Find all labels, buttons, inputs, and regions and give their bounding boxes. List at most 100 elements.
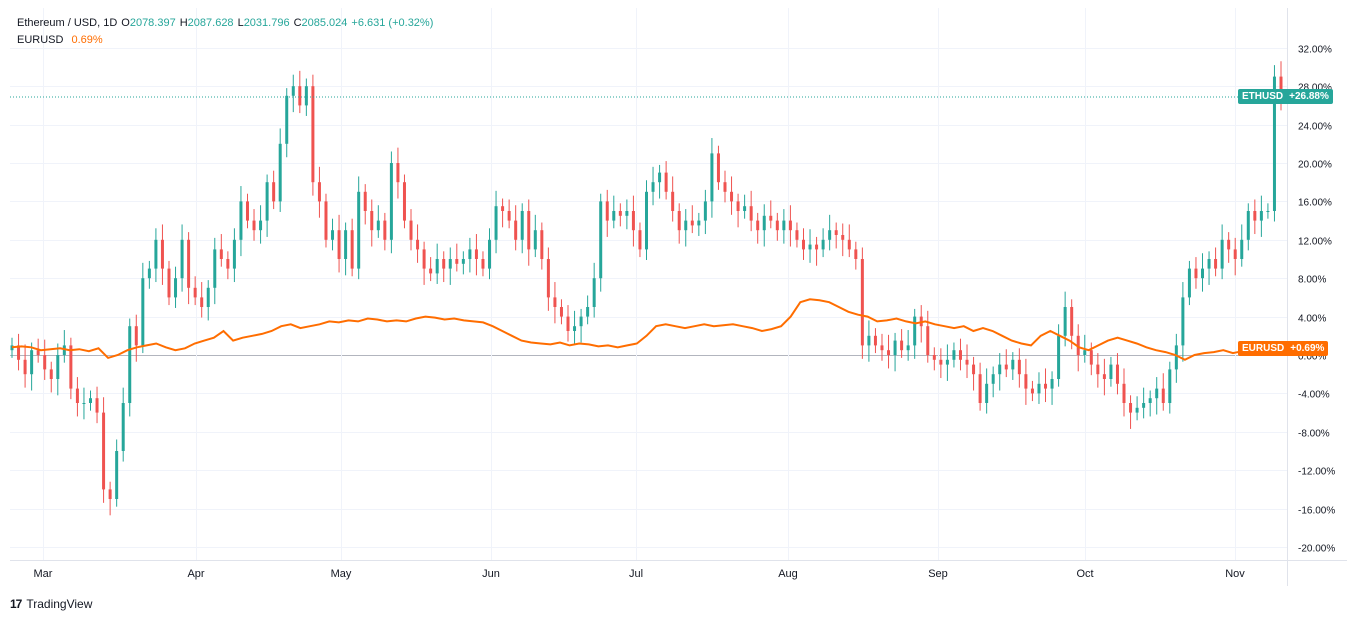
- candle-body: [788, 220, 792, 231]
- candle-body: [697, 220, 701, 226]
- candle-body: [376, 220, 380, 231]
- candle-body: [272, 182, 276, 202]
- candle-body: [1122, 383, 1126, 403]
- x-tick-label: May: [331, 568, 352, 580]
- candle-body: [206, 287, 210, 307]
- candle-body: [501, 206, 505, 211]
- candle-body: [1135, 407, 1139, 413]
- candle-body: [416, 239, 420, 250]
- y-tick-label: 24.00%: [1298, 122, 1332, 133]
- candle-body: [1194, 268, 1198, 279]
- candle-body: [278, 143, 282, 202]
- candle-body: [1076, 335, 1080, 355]
- tradingview-branding[interactable]: 17 TradingView: [10, 597, 92, 611]
- candle-body: [821, 239, 825, 250]
- y-tick-label: 32.00%: [1298, 45, 1332, 56]
- y-tick-label: 8.00%: [1298, 275, 1326, 286]
- y-tick-label: 12.00%: [1298, 237, 1332, 248]
- candle-body: [461, 259, 465, 264]
- candle-body: [494, 206, 498, 240]
- candle-body: [409, 220, 413, 240]
- candle-body: [520, 211, 524, 240]
- compare-series-legend[interactable]: EURUSD 0.69%: [17, 32, 433, 49]
- x-tick-label: Sep: [928, 568, 948, 580]
- candle-body: [762, 215, 766, 231]
- candle-body: [324, 201, 328, 240]
- candle-body: [540, 230, 544, 259]
- candle-body: [187, 239, 191, 288]
- y-tick-label: 20.00%: [1298, 160, 1332, 171]
- candle-body: [1240, 239, 1244, 259]
- candle-body: [43, 355, 47, 370]
- price-axis[interactable]: 32.00% 28.00% 24.00% 20.00% 16.00% 12.00% 8.00…: [1298, 45, 1335, 555]
- candle-body: [1148, 398, 1152, 403]
- candle-body: [219, 249, 223, 259]
- candle-body: [200, 297, 204, 307]
- open-value: 2078.397: [129, 17, 176, 29]
- change-value: +6.631 (+0.32%): [351, 17, 434, 29]
- candle-body: [612, 211, 616, 221]
- candle-body: [716, 153, 720, 183]
- candle-body: [331, 230, 335, 240]
- candle-body: [95, 398, 99, 413]
- candle-body: [1037, 383, 1041, 394]
- candle-body: [998, 364, 1002, 375]
- candle-body: [226, 259, 230, 269]
- candle-body: [115, 451, 119, 499]
- candle-body: [1246, 211, 1250, 240]
- y-tick-label: 28.00%: [1298, 83, 1332, 94]
- candle-body: [710, 153, 714, 202]
- candle-body: [926, 326, 930, 355]
- candle-body: [180, 239, 184, 279]
- compare-symbol: EURUSD: [17, 34, 64, 46]
- eurusd-price-tag: EURUSD +0.69%: [1238, 340, 1329, 356]
- candle-body: [474, 249, 478, 259]
- y-tick-label: -16.00%: [1298, 506, 1335, 517]
- grid-layer: [10, 8, 1287, 560]
- candle-body: [952, 350, 956, 360]
- candle-body: [252, 220, 256, 231]
- brand-name: TradingView: [26, 597, 93, 611]
- candle-body: [1017, 359, 1021, 375]
- low-label: L: [237, 17, 244, 29]
- eurusd-line: [11, 298, 1282, 361]
- candle-body: [991, 374, 995, 384]
- candle-body: [828, 230, 832, 240]
- candle-body: [592, 278, 596, 307]
- main-series-legend[interactable]: Ethereum / USD, 1D O2078.397 H2087.628 L…: [17, 15, 433, 32]
- y-tick-label: 16.00%: [1298, 198, 1332, 209]
- open-label: O: [121, 17, 130, 29]
- candle-body: [193, 287, 197, 298]
- candle-body: [442, 259, 446, 269]
- candle-body: [841, 235, 845, 240]
- candle-body: [867, 335, 871, 346]
- candle-body: [801, 239, 805, 250]
- candle-body: [880, 345, 884, 351]
- candle-body: [651, 182, 655, 192]
- candle-body: [23, 359, 27, 375]
- compare-value: 0.69%: [71, 34, 103, 46]
- candle-body: [847, 239, 851, 250]
- low-value: 2031.796: [243, 17, 290, 29]
- candle-body: [1201, 268, 1205, 279]
- candle-body: [605, 201, 609, 221]
- candle-body: [782, 220, 786, 231]
- candle-body: [1227, 239, 1231, 250]
- time-axis[interactable]: Mar Apr May Jun Jul Aug Sep Oct Nov: [34, 568, 1246, 580]
- candle-body: [1207, 259, 1211, 269]
- candle-body: [1102, 374, 1106, 379]
- candle-body: [370, 211, 374, 231]
- candle-body: [769, 215, 773, 221]
- candle-body: [389, 163, 393, 240]
- y-tick-label: -8.00%: [1298, 429, 1330, 440]
- candle-body: [1142, 403, 1146, 408]
- candle-body: [775, 220, 779, 231]
- candle-body: [690, 220, 694, 226]
- candle-body: [134, 326, 138, 346]
- close-label: C: [293, 17, 302, 29]
- candle-body: [75, 388, 79, 403]
- candle-body: [854, 249, 858, 259]
- candle-body: [357, 191, 361, 269]
- x-tick-label: Mar: [34, 568, 53, 580]
